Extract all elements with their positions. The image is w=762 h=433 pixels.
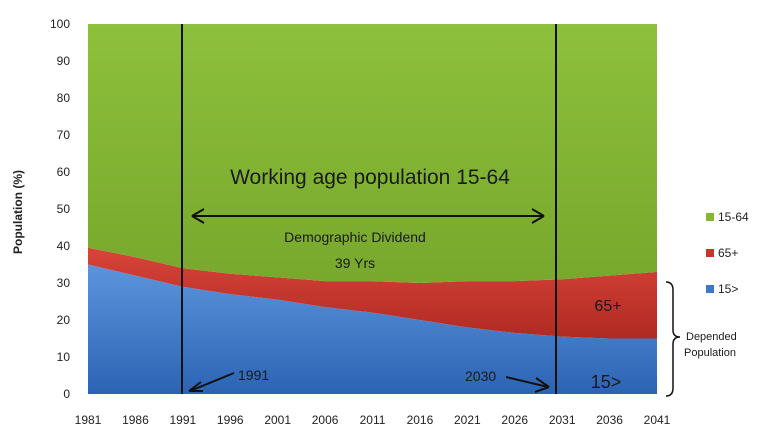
legend: 15-64 65+ 15> <box>706 208 749 316</box>
arrow-1991-line <box>189 372 235 392</box>
dividend-years-annotation: 39 Yrs <box>335 255 375 271</box>
y-tick-label: 0 <box>63 387 70 401</box>
x-tick-label: 1996 <box>217 413 244 427</box>
x-tick-label: 2016 <box>407 413 434 427</box>
y-tick-label: 80 <box>57 91 71 105</box>
label-15under: 15> <box>591 372 622 392</box>
y-tick-label: 100 <box>50 17 70 31</box>
y-tick-label: 20 <box>57 313 71 327</box>
y-axis-label: Population (%) <box>11 170 25 254</box>
label-65plus: 65+ <box>594 298 621 315</box>
arrow-2030-line <box>505 376 549 388</box>
x-tick-label: 2036 <box>596 413 623 427</box>
y-axis-ticks: 0 10 20 30 40 50 60 70 80 90 100 <box>50 17 70 401</box>
y-tick-label: 70 <box>57 128 71 142</box>
legend-label-15under: 15> <box>718 282 739 296</box>
arrow-2030-head <box>534 377 550 393</box>
area-15-64 <box>88 24 657 283</box>
legend-label-15-64: 15-64 <box>718 210 749 224</box>
x-tick-label: 1991 <box>169 413 196 427</box>
legend-item-15under: 15> <box>706 280 749 298</box>
x-tick-label: 2006 <box>312 413 339 427</box>
x-tick-label: 2001 <box>264 413 291 427</box>
dividend-arrow-left-head <box>191 208 205 224</box>
legend-swatch-65plus <box>706 249 714 257</box>
x-tick-label: 2021 <box>454 413 481 427</box>
y-tick-label: 60 <box>57 165 71 179</box>
legend-swatch-15under <box>706 285 714 293</box>
stacked-areas <box>88 24 657 394</box>
arrow-1991-head <box>188 381 203 392</box>
y-tick-label: 30 <box>57 276 71 290</box>
x-tick-label: 2041 <box>644 413 671 427</box>
x-tick-label: 1986 <box>122 413 149 427</box>
label-2030: 2030 <box>465 368 496 384</box>
legend-item-15-64: 15-64 <box>706 208 749 226</box>
dividend-arrow-right-head <box>531 208 545 224</box>
x-axis-ticks: 1981 1986 1991 1996 2001 2006 2011 2016 2021 2026… <box>75 413 671 427</box>
working-age-annotation: Working age population 15-64 <box>230 166 510 189</box>
label-1991: 1991 <box>238 367 269 383</box>
x-tick-label: 2031 <box>549 413 576 427</box>
dividend-annotation: Demographic Dividend <box>284 229 426 245</box>
area-65plus <box>88 247 657 339</box>
y-tick-label: 50 <box>57 202 71 216</box>
depended-label-2: Population <box>684 347 736 359</box>
x-tick-label: 2026 <box>501 413 528 427</box>
y-tick-label: 10 <box>57 350 71 364</box>
y-tick-label: 90 <box>57 54 71 68</box>
legend-item-65plus: 65+ <box>706 244 749 262</box>
y-tick-label: 40 <box>57 239 71 253</box>
depended-label-1: Depended <box>686 331 737 343</box>
legend-label-65plus: 65+ <box>718 246 739 260</box>
x-tick-label: 1981 <box>75 413 102 427</box>
x-tick-label: 2011 <box>360 413 386 427</box>
legend-swatch-15-64 <box>706 213 714 221</box>
depended-bracket <box>665 281 681 397</box>
area-15under <box>88 264 657 394</box>
